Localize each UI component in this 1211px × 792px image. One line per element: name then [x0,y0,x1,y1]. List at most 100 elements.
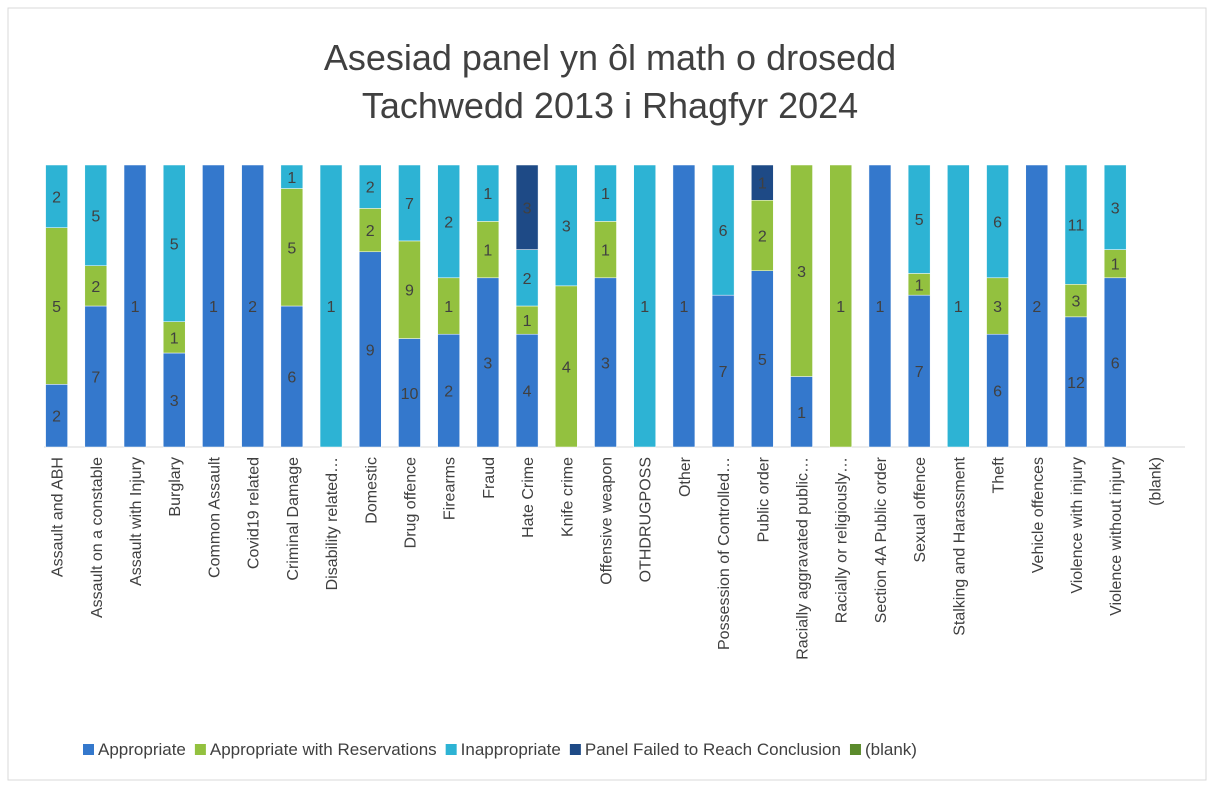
x-tick-label: Common Assault [206,456,223,577]
data-label: 2 [52,409,61,426]
x-tick-label-group: Offensive weapon [599,457,616,585]
x-tick-label: Domestic [363,457,380,524]
x-tick-label-group: Racially aggravated public… [795,457,812,660]
x-tick-label-group: Sexual offence [912,457,929,563]
legend-swatch [849,744,861,755]
x-tick-label: Covid19 related [246,457,263,569]
bar-segment [123,164,147,448]
x-tick-label-group: Criminal Damage [285,457,302,581]
data-label: 2 [1032,299,1041,316]
data-label: 2 [366,180,375,197]
x-tick-label: Burglary [167,457,184,517]
data-label: 1 [954,299,963,316]
bar-segment [162,164,186,322]
bar-segment [751,164,774,201]
x-tick-label: Racially aggravated public… [795,457,812,660]
x-tick-label: Violence with injury [1069,457,1086,594]
data-label: 4 [523,384,532,401]
x-tick-label-group: Drug offence [402,457,419,548]
data-label: 7 [719,364,728,381]
x-tick-label-group: Fraud [481,457,498,499]
x-tick-label: Sexual offence [912,457,929,563]
bar-segment [672,164,696,448]
bar-segment [1103,164,1127,250]
data-label: 1 [601,186,610,203]
data-label: 1 [758,176,767,193]
x-tick-label-group: Other [677,456,694,497]
x-tick-label: (blank) [1147,457,1164,506]
bar-segment [868,164,892,448]
data-label: 3 [523,200,532,217]
data-label: 2 [91,279,100,296]
data-label: 2 [523,271,532,288]
bar-segment [947,164,970,448]
data-label: 6 [1111,355,1120,372]
bar-segment [84,164,108,266]
bar-segment [1064,164,1088,285]
x-tick-label: Vehicle offences [1030,457,1047,573]
bar-segment [45,164,68,228]
legend-label: Inappropriate [461,740,561,759]
data-label: 3 [993,299,1002,316]
data-label: 1 [483,186,492,203]
bar-segment [280,164,304,189]
x-tick-label-group: Possession of Controlled… [716,457,733,650]
data-label: 1 [797,405,806,422]
x-tick-label-group: Theft [991,456,1008,493]
data-label: 3 [1111,200,1120,217]
x-tick-label: Racially or religiously… [834,457,851,623]
x-tick-label: Assault on a constable [89,457,106,618]
data-label: 7 [405,196,414,213]
x-tick-label: Violence without injury [1108,457,1125,616]
x-tick-label-group: (blank) [1147,457,1164,506]
x-tick-label-group: Assault on a constable [89,457,106,618]
legend-label: Appropriate with Reservations [210,740,437,759]
x-tick-label-group: Domestic [363,457,380,524]
x-tick-label-group: Covid19 related [246,457,263,569]
data-label: 1 [483,243,492,260]
x-tick-label-group: Common Assault [206,456,223,577]
legend-swatch [83,744,94,755]
data-label: 5 [52,299,61,316]
bar-segment [476,164,500,222]
data-label: 6 [719,223,728,240]
x-tick-label-group: Assault with Injury [128,457,145,586]
data-label: 1 [444,299,453,316]
bar-segment [594,164,617,222]
bar-segment [555,164,578,287]
data-label: 6 [993,384,1002,401]
bar-segment [241,164,264,448]
bar-segment [986,164,1009,279]
x-tick-label: Fraud [481,457,498,499]
data-label: 1 [1111,257,1120,274]
data-label: 1 [915,277,924,294]
data-label: 2 [248,299,257,316]
data-label: 11 [1068,218,1085,235]
data-label: 6 [993,214,1002,231]
data-label: 1 [679,299,688,316]
x-tick-label-group: Firearms [442,457,459,520]
x-tick-label-group: Assault and ABH [50,457,67,577]
bar-segment [633,164,656,448]
x-tick-label: Stalking and Harassment [951,456,968,635]
data-label: 5 [758,352,767,369]
data-label: 2 [366,223,375,240]
legend-swatch [445,744,457,755]
x-tick-label-group: Hate Crime [520,457,537,538]
x-tick-label-group: Violence without injury [1108,457,1125,616]
x-tick-label: Knife crime [559,457,576,537]
legend-label: (blank) [865,740,917,759]
x-tick-label-group: Section 4A Public order [873,456,890,623]
x-tick-label: Disability related… [324,457,341,590]
x-tick-label: Section 4A Public order [873,456,890,623]
data-label: 5 [170,236,179,253]
legend-label: Panel Failed to Reach Conclusion [585,740,841,759]
bar-segment [515,164,539,250]
data-label: 6 [287,370,296,387]
bar-segment [1025,164,1049,448]
data-label: 9 [366,342,375,359]
legend-swatch [569,744,581,755]
x-tick-label-group: Racially or religiously… [834,457,851,623]
data-label: 3 [170,393,179,410]
x-tick-label: OTHDRUGPOSS [638,457,655,582]
